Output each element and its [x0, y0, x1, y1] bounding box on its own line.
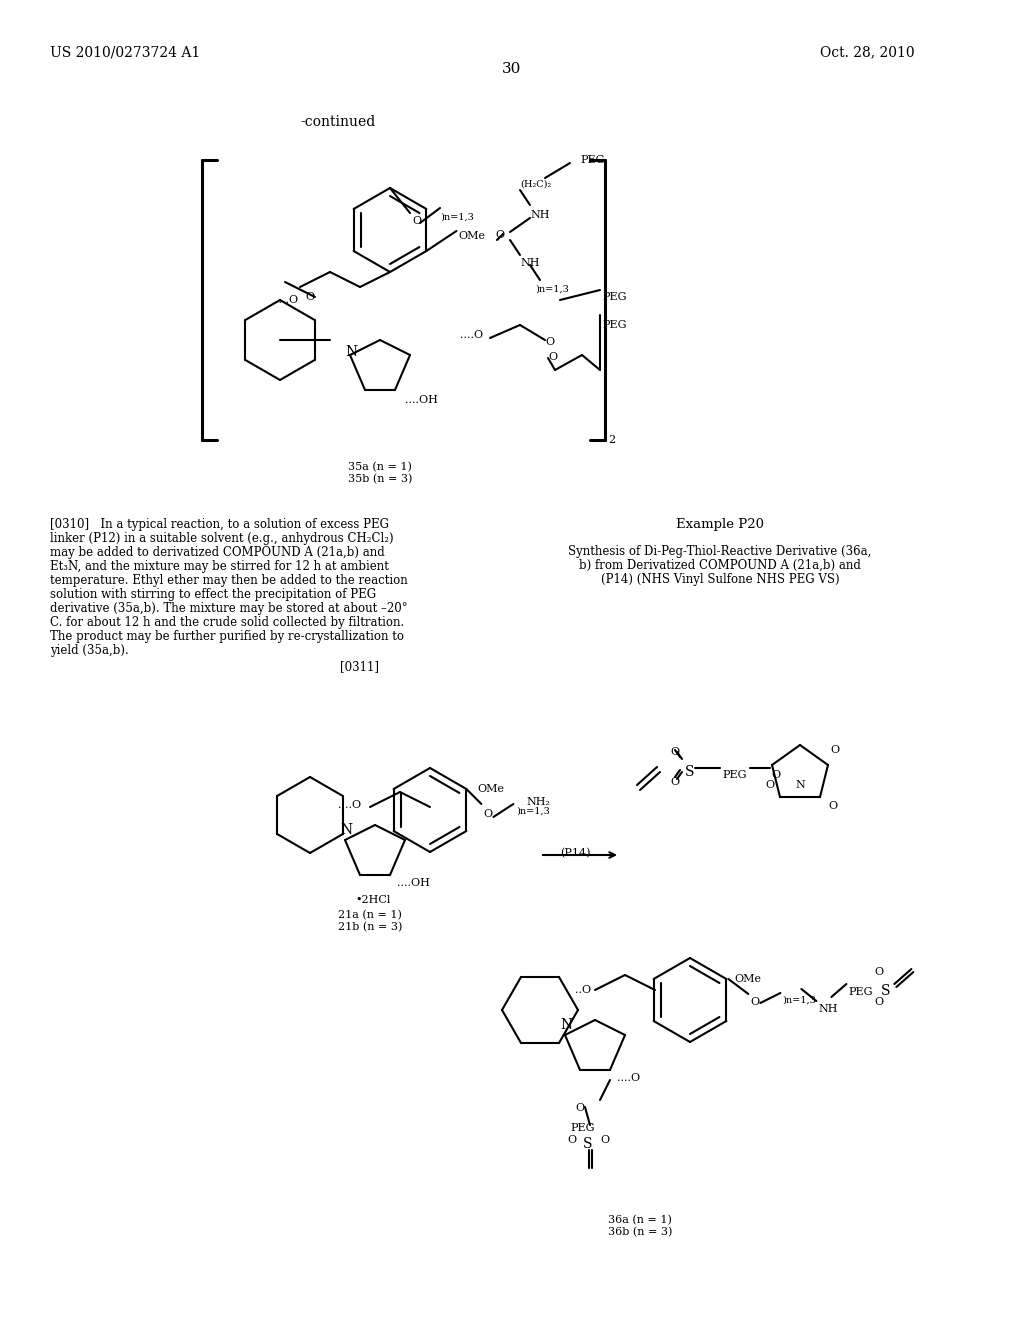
- Text: O: O: [600, 1135, 609, 1144]
- Text: ....OH: ....OH: [406, 395, 438, 405]
- Text: S: S: [882, 983, 891, 998]
- Text: N: N: [795, 780, 805, 789]
- Text: •2HCl: •2HCl: [355, 895, 390, 906]
- Text: O: O: [495, 230, 504, 240]
- Text: Synthesis of Di-Peg-Thiol-Reactive Derivative (36a,: Synthesis of Di-Peg-Thiol-Reactive Deriv…: [568, 545, 871, 558]
- Text: Et₃N, and the mixture may be stirred for 12 h at ambient: Et₃N, and the mixture may be stirred for…: [50, 560, 389, 573]
- Text: yield (35a,b).: yield (35a,b).: [50, 644, 129, 657]
- Text: (P14): (P14): [560, 847, 590, 858]
- Text: O: O: [670, 747, 679, 756]
- Text: O: O: [575, 1104, 584, 1113]
- Text: [0310]   In a typical reaction, to a solution of excess PEG: [0310] In a typical reaction, to a solut…: [50, 517, 389, 531]
- Text: (P14) (NHS Vinyl Sulfone NHS PEG VS): (P14) (NHS Vinyl Sulfone NHS PEG VS): [601, 573, 840, 586]
- Text: OMe: OMe: [459, 231, 485, 242]
- Text: S: S: [583, 1137, 593, 1151]
- Text: O: O: [305, 292, 314, 302]
- Text: )n=1,3: )n=1,3: [440, 213, 474, 222]
- Text: Oct. 28, 2010: Oct. 28, 2010: [820, 45, 914, 59]
- Text: 30: 30: [503, 62, 521, 77]
- Text: PEG: PEG: [722, 770, 746, 780]
- Text: N: N: [560, 1018, 572, 1032]
- Text: Example P20: Example P20: [676, 517, 764, 531]
- Text: O: O: [751, 997, 760, 1007]
- Text: C. for about 12 h and the crude solid collected by filtration.: C. for about 12 h and the crude solid co…: [50, 616, 404, 630]
- Text: PEG: PEG: [580, 154, 604, 165]
- Text: N: N: [340, 822, 352, 837]
- Text: O: O: [545, 337, 554, 347]
- Text: OMe: OMe: [734, 974, 761, 983]
- Text: ..O: ..O: [575, 985, 591, 995]
- Text: N: N: [345, 345, 357, 359]
- Text: O: O: [874, 968, 884, 977]
- Text: O: O: [771, 770, 780, 780]
- Text: O: O: [548, 352, 557, 362]
- Text: 2: 2: [608, 436, 615, 445]
- Text: solution with stirring to effect the precipitation of PEG: solution with stirring to effect the pre…: [50, 587, 376, 601]
- Text: temperature. Ethyl ether may then be added to the reaction: temperature. Ethyl ether may then be add…: [50, 574, 408, 587]
- Text: ....O: ....O: [275, 294, 298, 305]
- Text: )n=1,3: )n=1,3: [516, 807, 550, 816]
- Text: PEG: PEG: [602, 319, 627, 330]
- Text: 35a (n = 1)
35b (n = 3): 35a (n = 1) 35b (n = 3): [348, 462, 413, 484]
- Text: )n=1,3: )n=1,3: [535, 285, 569, 294]
- Text: ....OH: ....OH: [397, 878, 430, 888]
- Text: O: O: [670, 777, 679, 787]
- Text: ....O: ....O: [338, 800, 361, 810]
- Text: (H₂C)₂: (H₂C)₂: [520, 180, 551, 189]
- Text: O: O: [765, 780, 774, 789]
- Text: [0311]: [0311]: [340, 660, 379, 673]
- Text: NH: NH: [818, 1005, 838, 1014]
- Text: US 2010/0273724 A1: US 2010/0273724 A1: [50, 45, 201, 59]
- Text: NH: NH: [520, 257, 540, 268]
- Text: derivative (35a,b). The mixture may be stored at about –20°: derivative (35a,b). The mixture may be s…: [50, 602, 408, 615]
- Text: -continued: -continued: [300, 115, 375, 129]
- Text: )n=1,3: )n=1,3: [782, 997, 816, 1005]
- Text: O: O: [874, 997, 884, 1007]
- Text: O: O: [567, 1135, 577, 1144]
- Text: ....O: ....O: [617, 1073, 640, 1082]
- Text: PEG: PEG: [848, 987, 872, 997]
- Text: may be added to derivatized COMPOUND A (21a,b) and: may be added to derivatized COMPOUND A (…: [50, 546, 385, 558]
- Text: O: O: [830, 744, 839, 755]
- Text: S: S: [685, 766, 694, 779]
- Text: ....O: ....O: [460, 330, 483, 341]
- Text: PEG: PEG: [570, 1123, 595, 1133]
- Text: b) from Derivatized COMPOUND A (21a,b) and: b) from Derivatized COMPOUND A (21a,b) a…: [579, 558, 861, 572]
- Text: O: O: [828, 801, 838, 810]
- Text: PEG: PEG: [602, 292, 627, 302]
- Text: linker (P12) in a suitable solvent (e.g., anhydrous CH₂Cl₂): linker (P12) in a suitable solvent (e.g.…: [50, 532, 393, 545]
- Text: 36a (n = 1)
36b (n = 3): 36a (n = 1) 36b (n = 3): [608, 1214, 672, 1237]
- Text: NH₂: NH₂: [526, 797, 550, 807]
- Text: NH: NH: [530, 210, 550, 220]
- Text: O: O: [412, 216, 421, 226]
- Text: 21a (n = 1)
21b (n = 3): 21a (n = 1) 21b (n = 3): [338, 909, 402, 932]
- Text: The product may be further purified by re-crystallization to: The product may be further purified by r…: [50, 630, 404, 643]
- Text: OMe: OMe: [477, 784, 504, 795]
- Text: O: O: [483, 809, 493, 818]
